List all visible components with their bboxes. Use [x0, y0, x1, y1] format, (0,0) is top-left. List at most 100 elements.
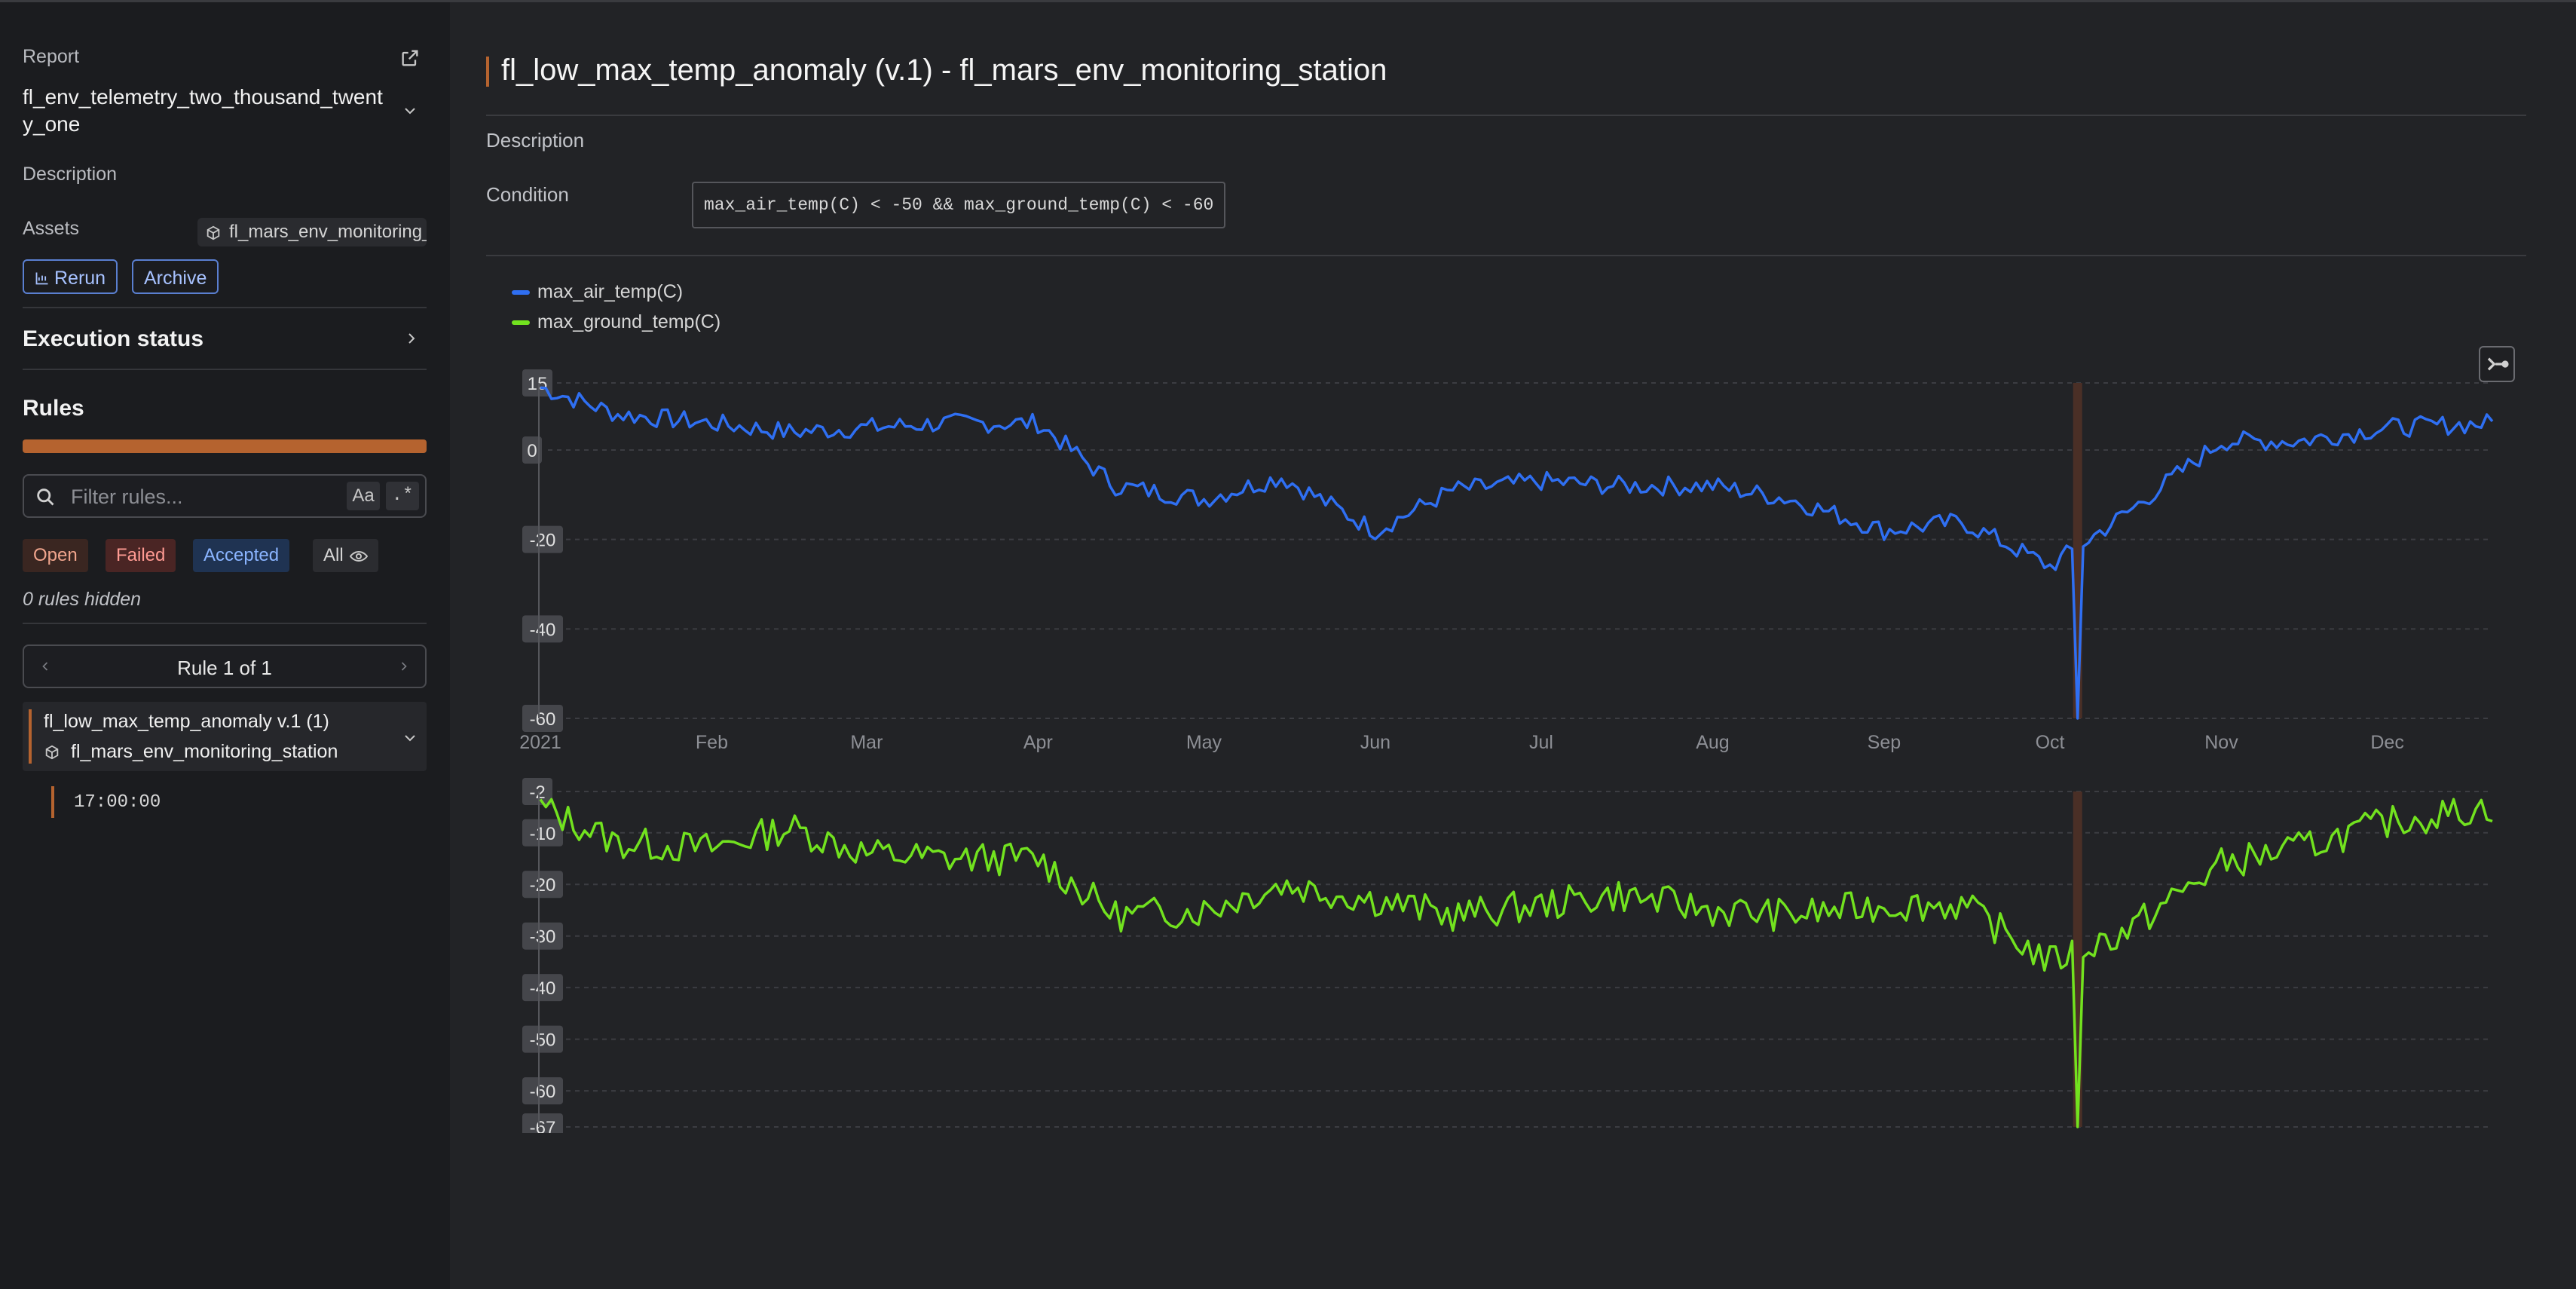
y-tick-bg — [522, 974, 563, 1002]
x-tick-label: Aug — [1696, 732, 1729, 753]
title-accent-bar — [486, 57, 489, 87]
description-label: Description — [23, 164, 118, 185]
rule-pager: Rule 1 of 1 — [23, 644, 427, 688]
sidebar: Report fl_env_telemetry_two_thousand_twe… — [0, 2, 450, 1289]
y-tick-bg — [522, 1077, 563, 1105]
y-tick-bg — [522, 436, 542, 464]
external-link-icon[interactable] — [399, 47, 421, 69]
chart-mode-toggle-button[interactable] — [2479, 346, 2515, 382]
x-tick-label: May — [1186, 732, 1222, 753]
search-icon — [37, 488, 54, 506]
anomaly-highlight — [2073, 383, 2082, 718]
y-tick-label: -60 — [530, 1082, 556, 1102]
y-tick-label: -60 — [530, 709, 556, 730]
chevron-down-icon[interactable] — [401, 729, 419, 747]
divider — [23, 369, 427, 370]
description-label: Description — [486, 129, 585, 152]
rules-progress-fill — [23, 439, 427, 453]
hidden-rules-count: 0 rules hidden — [23, 589, 142, 610]
all-filter-label: All — [323, 545, 344, 565]
x-tick-label: Jun — [1360, 732, 1390, 753]
page-title: fl_low_max_temp_anomaly (v.1) - fl_mars_… — [501, 54, 1387, 87]
chevron-right-icon[interactable] — [396, 659, 411, 674]
y-tick-label: -20 — [530, 875, 556, 896]
y-tick-label: -67 — [530, 1118, 556, 1133]
y-tick-label: 0 — [527, 441, 537, 461]
x-tick-label: Jul — [1529, 732, 1553, 753]
time-item-label: 17:00:00 — [74, 792, 161, 813]
legend-label: max_air_temp(C) — [537, 281, 684, 302]
y-tick-label: -10 — [530, 824, 556, 844]
y-tick-label: -40 — [530, 620, 556, 640]
legend-swatch — [512, 320, 530, 326]
chart-2: -2-10-20-30-40-50-60-672021FebMarAprMayJ… — [522, 778, 2493, 1133]
x-tick-label: Sep — [1868, 732, 1901, 753]
y-tick-bg — [522, 819, 563, 847]
y-tick-label: -20 — [530, 531, 556, 551]
accepted-filter-pill[interactable]: Accepted — [193, 539, 290, 572]
y-tick-label: -2 — [529, 782, 545, 803]
legend-swatch — [512, 290, 530, 295]
x-tick-label: Dec — [2370, 732, 2403, 753]
anomaly-highlight — [2073, 791, 2082, 1127]
filter-rules-input[interactable] — [69, 480, 359, 513]
archive-button[interactable]: Archive — [132, 259, 219, 294]
rule-card[interactable]: fl_low_max_temp_anomaly v.1 (1) fl_mars_… — [23, 702, 427, 771]
regex-toggle[interactable]: .* — [386, 482, 419, 510]
x-tick-label: Apr — [1023, 732, 1053, 753]
chevron-left-icon[interactable] — [38, 659, 53, 674]
y-tick-label: 15 — [528, 374, 548, 394]
y-tick-label: -30 — [530, 927, 556, 948]
legend-item-air[interactable]: max_air_temp(C) — [512, 281, 683, 303]
legend-label: max_ground_temp(C) — [537, 311, 721, 332]
cube-icon — [45, 746, 59, 760]
time-item-bar — [51, 786, 54, 818]
condition-label: Condition — [486, 183, 569, 206]
open-filter-pill[interactable]: Open — [23, 539, 88, 572]
y-tick-bg — [522, 615, 563, 643]
asset-chip[interactable]: fl_mars_env_monitoring_station — [197, 218, 427, 246]
x-tick-label: Feb — [696, 732, 728, 753]
rules-title: Rules — [23, 396, 84, 421]
x-tick-label: 2021 — [519, 732, 561, 753]
divider — [486, 255, 2526, 256]
rule-card-asset-label: fl_mars_env_monitoring_station — [71, 741, 338, 762]
all-filter-pill[interactable]: All — [313, 539, 378, 572]
filter-rules-field[interactable]: Aa .* — [23, 474, 427, 518]
divider — [23, 307, 427, 308]
chevron-down-icon[interactable] — [401, 102, 419, 120]
divider — [486, 115, 2526, 116]
asset-chip-label: fl_mars_env_monitoring_station — [229, 222, 427, 242]
eye-icon — [349, 550, 368, 562]
failed-filter-pill[interactable]: Failed — [106, 539, 176, 572]
rerun-button[interactable]: Rerun — [23, 259, 118, 294]
x-tick-label: Nov — [2204, 732, 2238, 753]
y-tick-bg — [522, 778, 552, 805]
legend-item-ground[interactable]: max_ground_temp(C) — [512, 311, 720, 333]
cube-icon — [207, 225, 220, 240]
y-tick-bg — [522, 525, 563, 553]
y-tick-bg — [522, 922, 563, 950]
y-tick-bg — [522, 369, 552, 396]
toggle-icon — [2487, 357, 2509, 371]
main-panel: fl_low_max_temp_anomaly (v.1) - fl_mars_… — [450, 2, 2576, 1289]
chevron-right-icon[interactable] — [402, 329, 421, 348]
execution-status-toggle[interactable]: Execution status — [23, 326, 204, 351]
series-line — [539, 798, 2493, 1128]
chart-icon — [35, 272, 48, 285]
series-line — [540, 386, 2494, 720]
divider — [23, 623, 427, 624]
pager-label: Rule 1 of 1 — [177, 657, 272, 679]
y-tick-bg — [522, 1025, 563, 1053]
y-tick-label: -40 — [530, 978, 556, 999]
report-name[interactable]: fl_env_telemetry_two_thousand_twenty_one — [23, 85, 383, 136]
rule-card-asset: fl_mars_env_monitoring_station — [44, 741, 338, 763]
y-tick-label: -50 — [530, 1030, 556, 1051]
match-case-toggle[interactable]: Aa — [347, 482, 380, 510]
x-tick-label: Oct — [2036, 732, 2065, 753]
rerun-label: Rerun — [54, 268, 106, 289]
y-tick-bg — [522, 1113, 563, 1133]
condition-expression: max_air_temp(C) < -50 && max_ground_temp… — [692, 182, 1226, 228]
